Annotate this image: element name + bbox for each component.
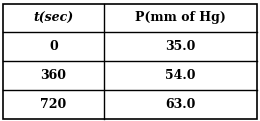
Text: t(sec): t(sec) <box>33 11 73 24</box>
Text: 63.0: 63.0 <box>166 98 196 111</box>
Text: P(mm of Hg): P(mm of Hg) <box>135 11 226 24</box>
Text: 54.0: 54.0 <box>165 69 196 82</box>
Text: 0: 0 <box>49 40 58 53</box>
Text: 720: 720 <box>40 98 66 111</box>
Text: 360: 360 <box>40 69 66 82</box>
Text: 35.0: 35.0 <box>166 40 196 53</box>
